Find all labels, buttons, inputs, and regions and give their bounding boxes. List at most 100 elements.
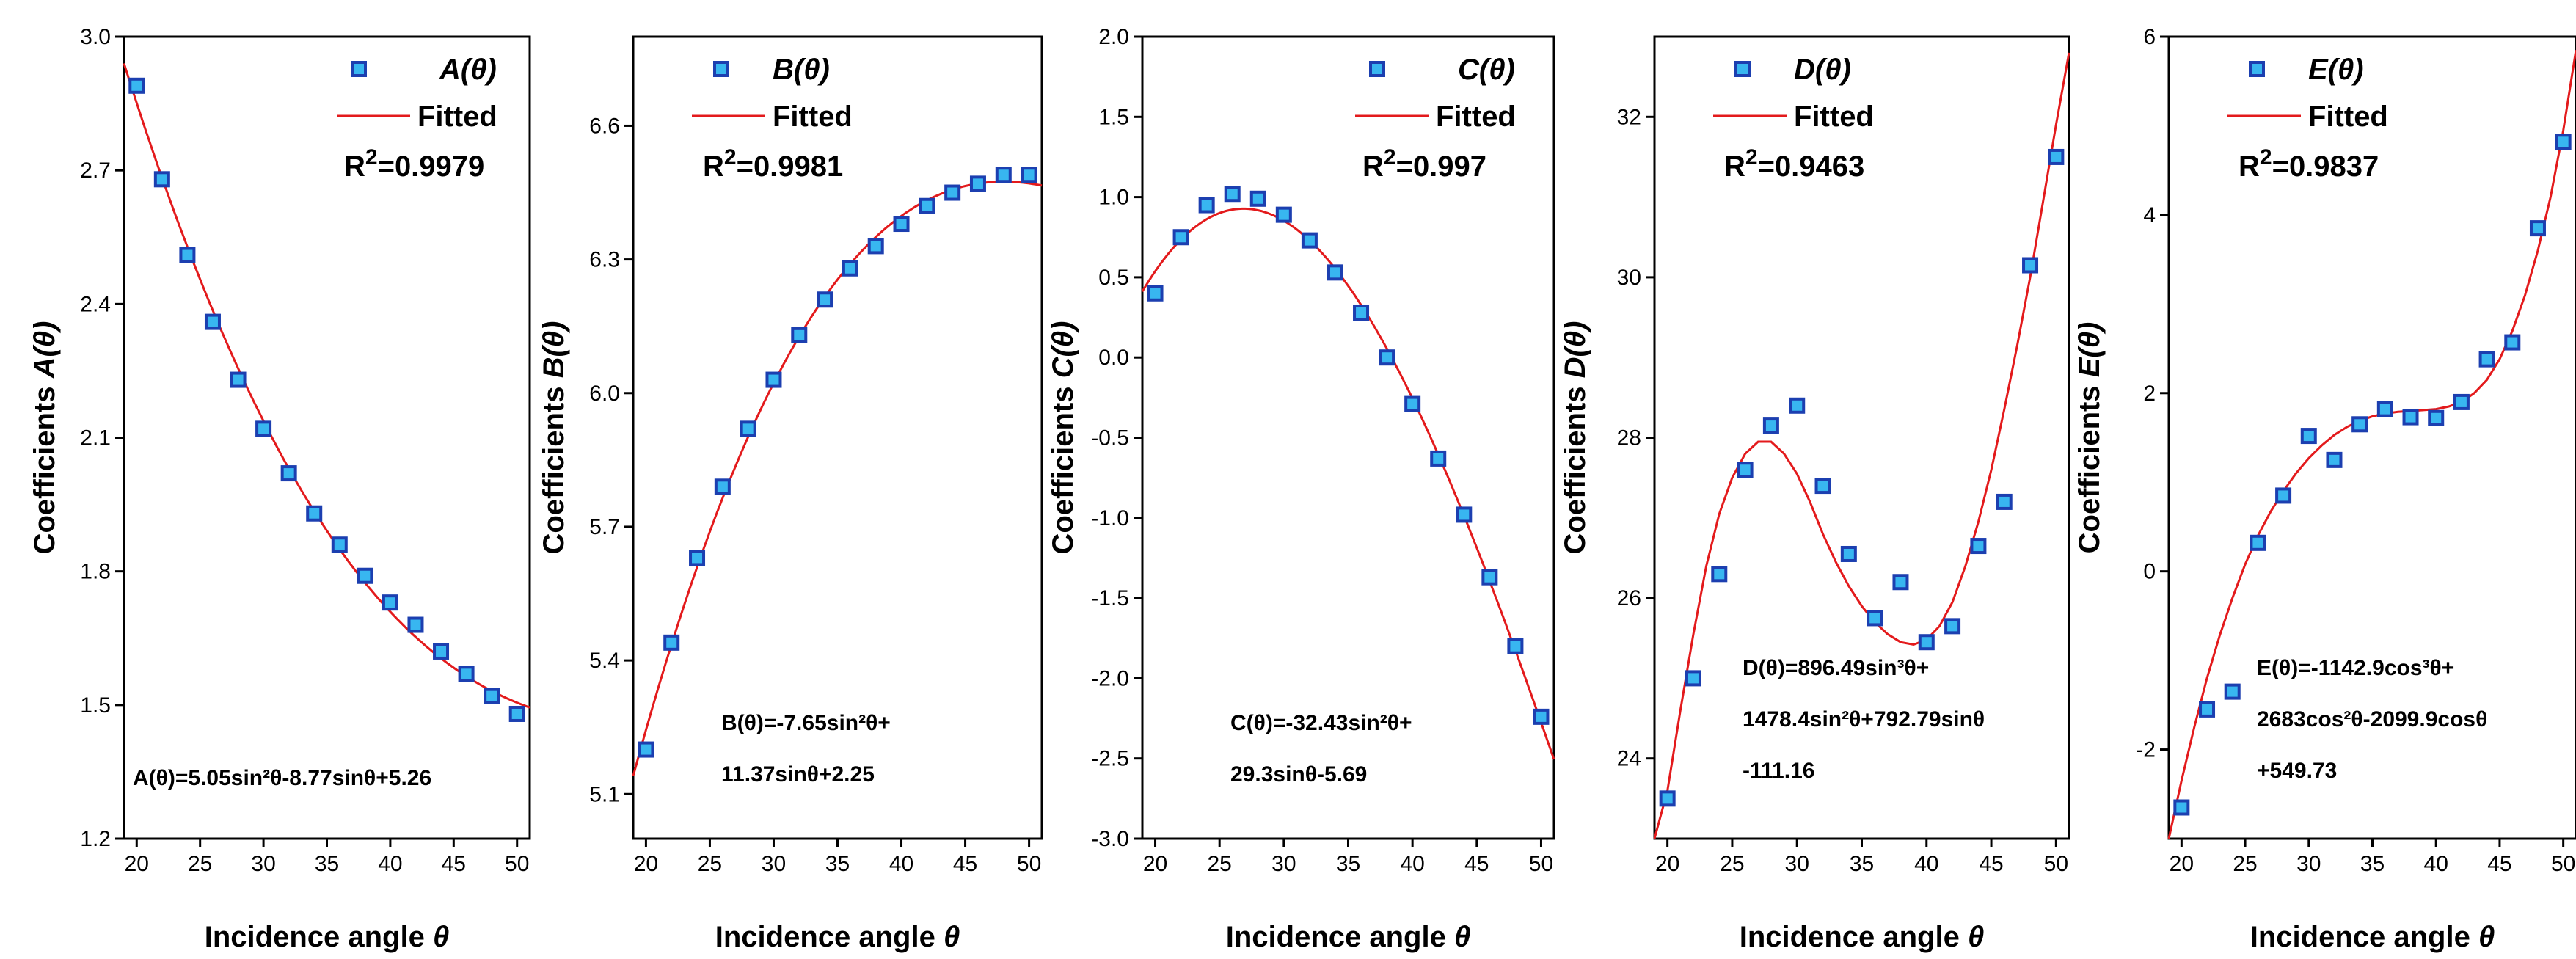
y-axis-title-symbol: B(θ): [538, 321, 570, 379]
data-point: [1996, 493, 2013, 510]
y-tick-label: 2.7: [80, 158, 111, 183]
data-point: [2048, 148, 2065, 165]
x-tick-label: 45: [1464, 852, 1489, 876]
y-tick-label: 32: [1617, 105, 1641, 129]
data-point: [1970, 538, 1987, 555]
y-tick-label: -2.5: [1091, 747, 1129, 771]
legend-label: E(θ): [2308, 54, 2364, 86]
y-tick-label: 5.1: [589, 782, 620, 806]
x-axis-title: Incidence angle θ: [1740, 921, 1985, 953]
data-point: [382, 594, 398, 611]
y-axis-title-symbol: C(θ): [1047, 321, 1079, 379]
x-tick-label: 20: [1143, 852, 1167, 876]
data-point: [128, 77, 145, 94]
r-squared-value: =0.9979: [378, 150, 485, 183]
x-tick-label: 20: [1655, 852, 1679, 876]
data-point: [1404, 395, 1421, 412]
y-axis-title-symbol: E(θ): [2073, 322, 2106, 378]
r-squared-letter: R: [2239, 150, 2260, 183]
data-point: [1762, 417, 1779, 434]
x-tick-label: 30: [251, 852, 275, 876]
legend-marker: [1369, 61, 1385, 77]
data-point: [2300, 428, 2317, 445]
x-axis-title-text: Incidence angle: [1740, 921, 1968, 953]
data-point: [2555, 134, 2572, 150]
x-axis-title-symbol: θ: [2478, 921, 2495, 953]
x-tick-label: 20: [125, 852, 149, 876]
r-squared-letter: R: [1362, 150, 1384, 183]
data-point: [944, 184, 961, 201]
data-point: [1507, 638, 1524, 654]
data-point: [2199, 701, 2216, 718]
x-tick-label: 25: [1208, 852, 1232, 876]
r-squared-exponent: 2: [2260, 145, 2272, 169]
fit-equation-line: 2683cos²θ-2099.9cosθ: [2257, 707, 2487, 732]
y-tick-label: 6.0: [589, 382, 620, 406]
data-point: [2376, 401, 2393, 417]
fit-equation-line: B(θ)=-7.65sin²θ+: [721, 711, 891, 735]
r-squared: R2=0.9979: [344, 145, 484, 183]
r-squared: R2=0.997: [1362, 145, 1486, 183]
fit-equation-line: -111.16: [1743, 759, 1814, 783]
x-axis-title-symbol: θ: [1454, 921, 1470, 953]
x-tick-label: 50: [505, 852, 529, 876]
x-tick-label: 45: [2487, 852, 2511, 876]
y-tick-label: -1.0: [1091, 506, 1129, 530]
data-point: [1892, 574, 1909, 591]
x-axis-title-symbol: θ: [433, 921, 449, 953]
legend-label: C(θ): [1458, 54, 1515, 86]
data-point: [2250, 534, 2266, 551]
y-tick-label: 5.4: [589, 649, 620, 673]
data-point: [2402, 409, 2419, 426]
data-point: [306, 505, 323, 522]
data-point: [2428, 409, 2445, 426]
data-point: [1481, 569, 1498, 586]
data-point: [817, 291, 833, 308]
x-tick-label: 40: [889, 852, 913, 876]
y-tick-label: 5.7: [589, 515, 620, 539]
y-tick-label: 24: [1617, 747, 1641, 771]
y-axis-title-symbol: D(θ): [1559, 321, 1591, 379]
x-tick-label: 35: [1336, 852, 1360, 876]
chart-panel-4: 20 25 30 35 40 45 50 24 26 28 30 32 Incidence angle …: [1559, 35, 2070, 953]
chart-panel-1: 20 25 30 35 40 45 50 1.2 1.5 1.8 2.1 2.4 2.7 3.0 Incid…: [29, 25, 531, 953]
y-tick-label: -0.5: [1091, 426, 1129, 451]
data-point: [1301, 232, 1318, 249]
legend-marker: [1734, 61, 1751, 77]
r-squared-value: =0.9463: [1758, 150, 1865, 183]
x-tick-label: 45: [442, 852, 466, 876]
x-tick-label: 25: [188, 852, 212, 876]
legend-label: B(θ): [773, 54, 830, 86]
data-point: [791, 327, 808, 343]
data-point: [2529, 220, 2546, 237]
y-axis-title: Coefficients B(θ): [538, 321, 570, 555]
x-tick-label: 35: [825, 852, 850, 876]
data-point: [1353, 304, 1370, 321]
x-tick-label: 50: [1017, 852, 1041, 876]
legend-fitted-label: Fitted: [417, 101, 497, 133]
y-tick-label: 1.0: [1098, 186, 1129, 210]
x-tick-label: 30: [1785, 852, 1809, 876]
data-point: [1944, 618, 1961, 635]
x-tick-label: 40: [1400, 852, 1424, 876]
data-point: [255, 420, 272, 437]
y-tick-label: 26: [1617, 586, 1641, 610]
x-tick-label: 30: [762, 852, 786, 876]
data-point: [919, 197, 935, 214]
data-point: [2504, 334, 2521, 351]
legend-marker: [2249, 61, 2265, 77]
data-point: [1789, 397, 1806, 414]
r-squared-value: =0.9837: [2272, 150, 2379, 183]
data-point: [1867, 610, 1883, 627]
fitted-curve: [1653, 52, 2070, 839]
r-squared-exponent: 2: [365, 145, 378, 169]
x-tick-label: 25: [698, 852, 722, 876]
data-point: [1198, 197, 1215, 214]
fitted-curve: [632, 181, 1043, 776]
y-axis-title: Coefficients A(θ): [29, 321, 61, 555]
data-point: [1275, 206, 1292, 223]
y-tick-label: 30: [1617, 266, 1641, 290]
x-axis-title-text: Incidence angle: [1226, 921, 1454, 953]
data-point: [1840, 545, 1857, 562]
r-squared-letter: R: [1724, 150, 1745, 183]
